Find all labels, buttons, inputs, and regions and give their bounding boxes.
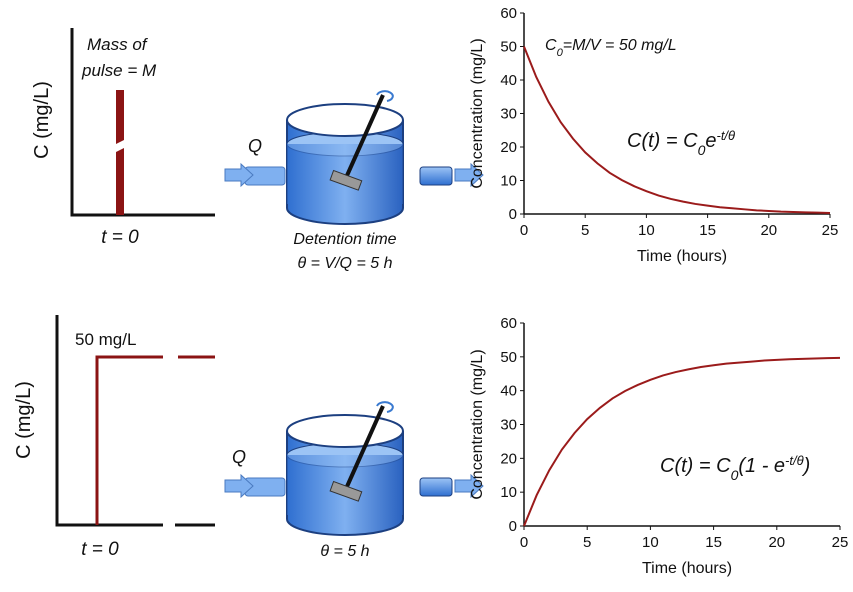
step xyxy=(95,355,163,525)
line xyxy=(523,46,831,214)
y-tick-label: 30 xyxy=(500,417,517,434)
flow-label: Q xyxy=(248,136,262,156)
x-axis-label: Time (hours) xyxy=(637,248,727,265)
y-tick-label: 40 xyxy=(500,383,517,400)
y-label: C (mg/L) xyxy=(13,381,35,459)
flow-label: Q xyxy=(232,447,246,467)
annotation-part: 0 xyxy=(698,142,706,158)
annotation: C0=M/V = 50 mg/L xyxy=(545,37,677,59)
x-axis-label: Time (hours) xyxy=(642,560,732,577)
sketch-axes xyxy=(55,315,163,527)
x-tick-label: 15 xyxy=(699,222,716,239)
annotation-part: 0 xyxy=(557,47,564,59)
tank-top: Q Detention time θ = V/Q = 5 h xyxy=(223,89,485,272)
annotation-part: C(t) = C xyxy=(627,130,698,152)
y-tick-label: 10 xyxy=(500,484,517,501)
annotation-part: e xyxy=(705,130,716,152)
note: pulse = M xyxy=(81,61,157,80)
annotation-part: C xyxy=(545,37,557,54)
y-label: C (mg/L) xyxy=(31,81,53,159)
annotation-part: (1 - e xyxy=(738,455,785,477)
annotation: C(t) = C0(1 - e-t/θ) xyxy=(660,453,810,484)
annotation-part: 0 xyxy=(731,467,739,483)
caption: θ = 5 h xyxy=(320,543,369,560)
annotation: C(t) = C0e-t/θ xyxy=(627,128,735,159)
y-tick-label: 30 xyxy=(500,106,517,123)
x-tick-label: 0 xyxy=(520,534,528,551)
y-tick-label: 10 xyxy=(500,173,517,190)
annotation-part: -t/θ xyxy=(716,128,735,143)
x-tick-label: 10 xyxy=(642,534,659,551)
y-axis-label: Concentration (mg/L) xyxy=(469,349,486,499)
t-label: t = 0 xyxy=(81,539,119,560)
annotation-part: =M/V = 50 mg/L xyxy=(563,37,677,54)
y-tick-label: 0 xyxy=(509,518,517,535)
caption: Detention time xyxy=(293,231,396,248)
step-sketch: C (mg/L) 50 mg/L t = 0 xyxy=(13,315,215,560)
x-tick-label: 20 xyxy=(760,222,777,239)
x-tick-label: 0 xyxy=(520,222,528,239)
tank-bottom: Q θ = 5 h xyxy=(223,400,485,560)
y-tick-label: 60 xyxy=(500,315,517,332)
x-tick-label: 5 xyxy=(581,222,589,239)
sketch-axes xyxy=(70,28,215,217)
x-tick-label: 25 xyxy=(832,534,849,551)
y-tick-label: 60 xyxy=(500,5,517,22)
y-tick-label: 20 xyxy=(500,139,517,156)
pulse xyxy=(116,90,124,215)
y-tick-label: 0 xyxy=(509,206,517,223)
y-axis-label: Concentration (mg/L) xyxy=(469,38,486,188)
pulse-sketch: C (mg/L) Mass of pulse = M t = 0 xyxy=(31,28,215,248)
x-tick-label: 5 xyxy=(583,534,591,551)
y-tick-label: 50 xyxy=(500,349,517,366)
y-tick-label: 40 xyxy=(500,72,517,89)
caption: θ = V/Q = 5 h xyxy=(298,255,393,272)
x-tick-label: 15 xyxy=(705,534,722,551)
axis-break xyxy=(112,138,128,154)
x-tick-label: 25 xyxy=(822,222,839,239)
x-tick-label: 20 xyxy=(768,534,785,551)
x-tick-label: 10 xyxy=(638,222,655,239)
level-label: 50 mg/L xyxy=(75,330,136,349)
y-tick-label: 20 xyxy=(500,450,517,467)
annotation-part: -t/θ xyxy=(785,453,804,468)
annotation-part: C(t) = C xyxy=(660,455,731,477)
annotation-part: ) xyxy=(802,455,811,477)
t-label: t = 0 xyxy=(101,227,139,248)
y-tick-label: 50 xyxy=(500,39,517,56)
note: Mass of xyxy=(87,35,149,54)
line xyxy=(523,356,841,527)
